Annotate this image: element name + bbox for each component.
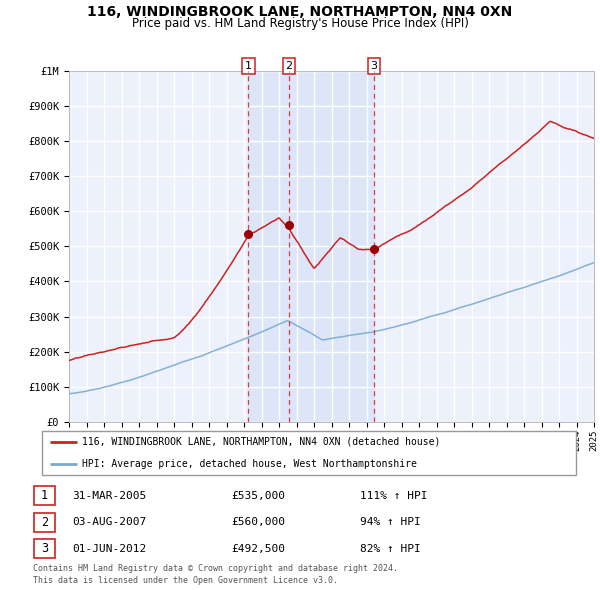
Text: 116, WINDINGBROOK LANE, NORTHAMPTON, NN4 0XN (detached house): 116, WINDINGBROOK LANE, NORTHAMPTON, NN4… [82, 437, 440, 447]
Text: 01-JUN-2012: 01-JUN-2012 [72, 544, 146, 553]
Text: 03-AUG-2007: 03-AUG-2007 [72, 517, 146, 527]
Text: £492,500: £492,500 [231, 544, 285, 553]
Text: 94% ↑ HPI: 94% ↑ HPI [360, 517, 421, 527]
Text: This data is licensed under the Open Government Licence v3.0.: This data is licensed under the Open Gov… [33, 576, 338, 585]
Text: 31-MAR-2005: 31-MAR-2005 [72, 491, 146, 500]
Text: 3: 3 [370, 61, 377, 71]
Text: Price paid vs. HM Land Registry's House Price Index (HPI): Price paid vs. HM Land Registry's House … [131, 17, 469, 30]
Text: 2: 2 [41, 516, 48, 529]
Text: 82% ↑ HPI: 82% ↑ HPI [360, 544, 421, 553]
Text: 1: 1 [245, 61, 252, 71]
Text: £560,000: £560,000 [231, 517, 285, 527]
Text: 111% ↑ HPI: 111% ↑ HPI [360, 491, 427, 500]
Bar [248, 71, 374, 422]
Text: 3: 3 [41, 542, 48, 555]
Text: 1: 1 [41, 489, 48, 502]
Text: 2: 2 [286, 61, 293, 71]
Text: Contains HM Land Registry data © Crown copyright and database right 2024.: Contains HM Land Registry data © Crown c… [33, 565, 398, 573]
Text: HPI: Average price, detached house, West Northamptonshire: HPI: Average price, detached house, West… [82, 459, 417, 469]
Text: £535,000: £535,000 [231, 491, 285, 500]
Text: 116, WINDINGBROOK LANE, NORTHAMPTON, NN4 0XN: 116, WINDINGBROOK LANE, NORTHAMPTON, NN4… [88, 5, 512, 19]
